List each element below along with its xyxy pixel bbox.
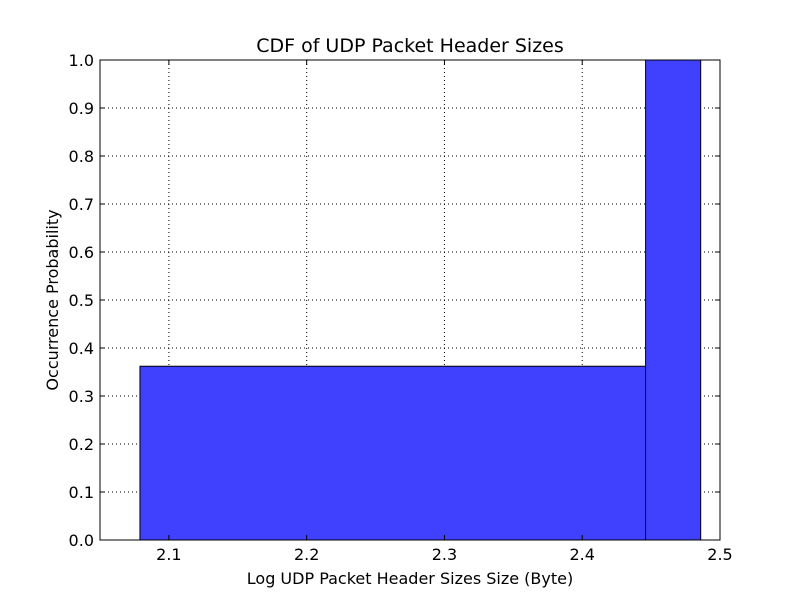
y-tick-label: 0.9 [69,99,94,118]
y-axis-label: Occurrence Probability [43,209,62,390]
chart-title: CDF of UDP Packet Header Sizes [256,35,564,57]
y-tick-label: 0.0 [69,531,94,550]
y-tick-label: 1.0 [69,51,94,70]
x-tick-label: 2.1 [156,545,181,564]
x-axis-label: Log UDP Packet Header Sizes Size (Byte) [247,569,573,588]
y-tick-label: 0.1 [69,483,94,502]
y-tick-label: 0.6 [69,243,94,262]
x-tick-label: 2.5 [707,545,732,564]
y-tick-label: 0.8 [69,147,94,166]
cdf-bar [139,365,647,541]
x-tick-label: 2.2 [294,545,319,564]
x-tick-label: 2.4 [569,545,594,564]
x-tick-label: 2.3 [432,545,457,564]
y-tick-label: 0.3 [69,387,94,406]
axis-ticks: 2.1 2.2 2.3 2.4 2.5 0.0 0.1 0.2 0.3 0.4 0.5 0.6 0.7 0… [69,51,733,564]
y-tick-label: 0.5 [69,291,94,310]
cdf-bar [645,59,702,541]
y-tick-label: 0.7 [69,195,94,214]
y-tick-label: 0.4 [69,339,94,358]
cdf-bars [139,59,702,541]
y-tick-label: 0.2 [69,435,94,454]
